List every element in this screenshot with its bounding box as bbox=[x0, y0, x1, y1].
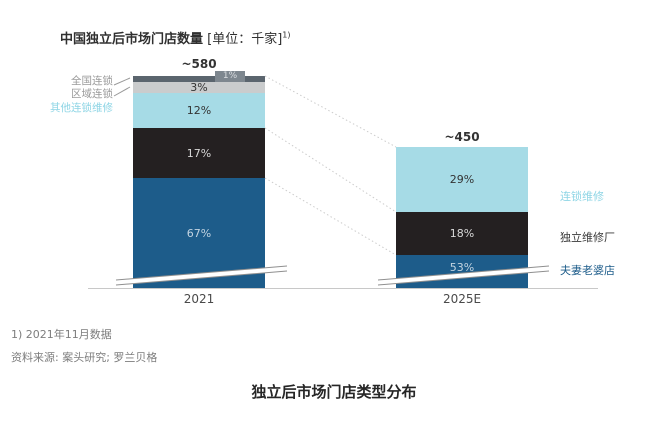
label-independent-workshop: 独立维修厂 bbox=[560, 231, 615, 244]
segment-2021-mom-and-pop: 67% bbox=[133, 178, 265, 288]
x-axis-label-2025e: 2025E bbox=[442, 292, 482, 306]
segment-2021-other-chain-repair: 12% bbox=[133, 93, 265, 128]
callout-tick bbox=[113, 86, 131, 97]
chart-footnote: 1) 2021年11月数据 bbox=[11, 328, 112, 341]
segment-2025e-independent-workshop: 18% bbox=[396, 212, 528, 255]
x-axis-label-2021: 2021 bbox=[183, 292, 215, 306]
label-national-chain: 全国连锁 bbox=[71, 75, 113, 87]
segment-2021-national-chain bbox=[133, 76, 265, 82]
chart-title: 中国独立后市场门店数量 [单位：千家]1) bbox=[60, 28, 291, 47]
chart-title-footnote-ref: 1) bbox=[282, 30, 291, 40]
segment-value: 17% bbox=[186, 146, 212, 160]
label-mom-and-pop: 夫妻老婆店 bbox=[560, 264, 615, 277]
label-chain-repair: 连锁维修 bbox=[560, 190, 604, 203]
label-regional-chain: 区域连锁 bbox=[71, 88, 113, 100]
segment-2021-independent-workshop: 17% bbox=[133, 128, 265, 178]
callout-tick bbox=[113, 77, 131, 86]
segment-value: 18% bbox=[449, 227, 475, 240]
segment-value: 3% bbox=[190, 81, 208, 94]
chart-title-unit: [单位：千家]1) bbox=[203, 30, 291, 47]
connector-line bbox=[264, 177, 397, 256]
label-other-chain-repair: 其他连锁维修 bbox=[50, 102, 113, 114]
segment-2021-regional-chain: 3% bbox=[133, 82, 265, 93]
connector-line bbox=[264, 75, 397, 148]
figure-caption: 独立后市场门店类型分布 bbox=[251, 383, 417, 401]
segment-value: 12% bbox=[186, 104, 212, 117]
segment-2025e-mom-and-pop: 53% bbox=[396, 255, 528, 288]
segment-2025e-chain-repair: 29% bbox=[396, 147, 528, 212]
segment-value: 29% bbox=[449, 173, 475, 186]
segment-value: 53% bbox=[449, 261, 475, 274]
segment-2021-national-chain-value-badge: 1% bbox=[215, 71, 245, 82]
chart-title-unit-text: [单位：千家] bbox=[203, 32, 283, 47]
bar-total-2025e: ~450 bbox=[444, 130, 480, 144]
segment-value: 67% bbox=[186, 226, 212, 240]
chart-title-text: 中国独立后市场门店数量 bbox=[60, 32, 204, 47]
bar-total-2021: ~580 bbox=[181, 57, 217, 71]
connector-line bbox=[264, 127, 397, 213]
chart-source: 资料来源: 案头研究; 罗兰贝格 bbox=[11, 351, 158, 364]
